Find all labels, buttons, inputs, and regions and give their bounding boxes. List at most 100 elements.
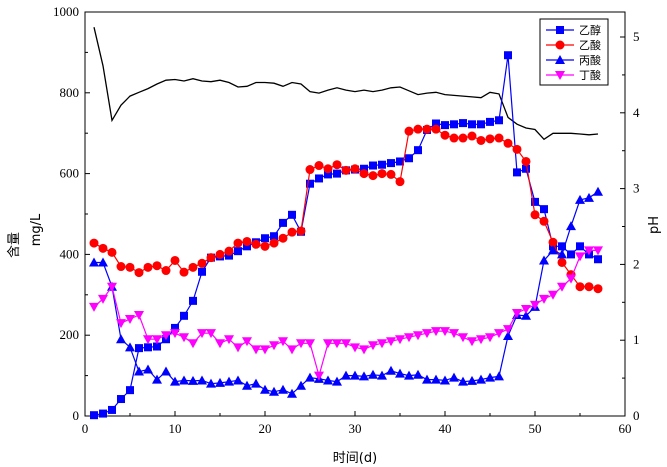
data-point-ethanol <box>189 296 197 305</box>
data-point-acetic <box>287 227 297 237</box>
data-point-propionic <box>539 255 549 265</box>
x-tick-label: 50 <box>529 421 542 436</box>
data-point-acetic <box>467 131 477 141</box>
x-tick-label: 40 <box>439 421 452 436</box>
data-point-ethanol <box>441 121 449 130</box>
data-point-ethanol <box>90 411 98 420</box>
data-point-ethanol <box>315 174 323 183</box>
data-point-ethanol <box>261 234 269 243</box>
data-point-butyric <box>539 294 549 304</box>
data-point-acetic <box>422 124 432 134</box>
y-right-tick-label: 3 <box>633 181 640 196</box>
data-point-acetic <box>98 243 108 253</box>
series-propionic <box>89 186 603 398</box>
data-point-butyric <box>269 341 279 351</box>
data-point-butyric <box>467 337 477 347</box>
data-point-butyric <box>197 329 207 339</box>
data-point-propionic <box>503 331 513 341</box>
data-point-acetic <box>233 238 243 248</box>
data-point-ethanol <box>117 395 125 404</box>
data-point-acetic <box>152 261 162 271</box>
data-point-propionic <box>341 370 351 380</box>
data-point-propionic <box>566 221 576 231</box>
data-point-butyric <box>593 246 603 256</box>
data-point-acetic <box>413 124 423 134</box>
y-left-tick-label: 1000 <box>53 4 79 19</box>
series-line-propionic <box>94 191 599 395</box>
x-tick-label: 20 <box>259 421 272 436</box>
x-tick-label: 10 <box>169 421 182 436</box>
data-point-acetic <box>359 169 369 179</box>
data-point-ethanol <box>378 160 386 169</box>
data-point-ethanol <box>135 344 143 353</box>
data-point-ethanol <box>558 242 566 251</box>
data-point-acetic <box>305 165 315 175</box>
data-point-acetic <box>188 262 198 272</box>
data-point-butyric <box>530 300 540 310</box>
legend-label: 乙醇 <box>579 23 601 37</box>
legend-label: 丁酸 <box>579 68 601 82</box>
y-left-tick-label: 200 <box>60 327 80 342</box>
data-point-butyric <box>98 294 108 304</box>
data-point-ethanol <box>414 146 422 155</box>
data-point-acetic <box>260 241 270 251</box>
data-point-ethanol <box>459 119 467 128</box>
y-right-axis-title: pH <box>647 216 662 234</box>
data-point-propionic <box>593 186 603 196</box>
data-point-acetic <box>503 138 513 148</box>
data-point-ethanol <box>540 205 548 214</box>
data-point-acetic <box>440 130 450 140</box>
data-point-propionic <box>116 334 126 344</box>
data-point-ethanol <box>531 197 539 206</box>
data-point-butyric <box>548 290 558 300</box>
y-right-tick-label: 4 <box>633 105 640 120</box>
data-point-propionic <box>152 374 162 384</box>
y-axis-title-bottom: mg/L <box>29 213 44 246</box>
data-point-acetic <box>521 156 531 166</box>
data-point-butyric <box>503 325 513 335</box>
data-point-ethanol <box>198 267 206 276</box>
data-point-acetic <box>575 282 585 292</box>
data-point-propionic <box>269 386 279 396</box>
y-left-tick-label: 0 <box>73 408 80 423</box>
data-point-ethanol <box>450 120 458 129</box>
data-point-propionic <box>440 375 450 385</box>
series-butyric <box>89 246 603 381</box>
data-point-propionic <box>548 245 558 255</box>
data-point-acetic <box>449 133 459 143</box>
data-point-butyric <box>566 274 576 284</box>
data-point-butyric <box>233 343 243 353</box>
data-point-propionic <box>206 378 216 388</box>
data-point-butyric <box>116 319 126 329</box>
data-point-propionic <box>332 376 342 386</box>
data-point-propionic <box>278 384 288 394</box>
data-point-acetic <box>539 216 549 226</box>
data-point-ethanol <box>243 242 251 251</box>
x-axis-title: 时间(d) <box>333 451 377 466</box>
data-point-ethanol <box>486 117 494 126</box>
series-ethanol <box>90 51 602 420</box>
legend-marker <box>555 71 565 80</box>
data-point-propionic <box>251 378 261 388</box>
data-point-propionic <box>476 374 486 384</box>
data-point-butyric <box>332 339 342 349</box>
data-point-butyric <box>476 335 486 345</box>
data-point-propionic <box>584 192 594 202</box>
data-point-butyric <box>206 329 216 339</box>
legend-label: 丙酸 <box>579 53 601 67</box>
data-point-ethanol <box>324 170 332 179</box>
data-point-ethanol <box>180 311 188 320</box>
legend-marker <box>555 55 565 64</box>
data-point-propionic <box>404 370 414 380</box>
data-point-ethanol <box>432 119 440 128</box>
data-point-butyric <box>386 337 396 347</box>
data-point-ethanol <box>234 247 242 256</box>
data-point-butyric <box>413 331 423 341</box>
y-right-tick-label: 0 <box>633 408 640 423</box>
data-point-acetic <box>170 255 180 265</box>
data-point-acetic <box>161 266 171 276</box>
data-point-acetic <box>485 134 495 144</box>
data-point-propionic <box>485 372 495 382</box>
